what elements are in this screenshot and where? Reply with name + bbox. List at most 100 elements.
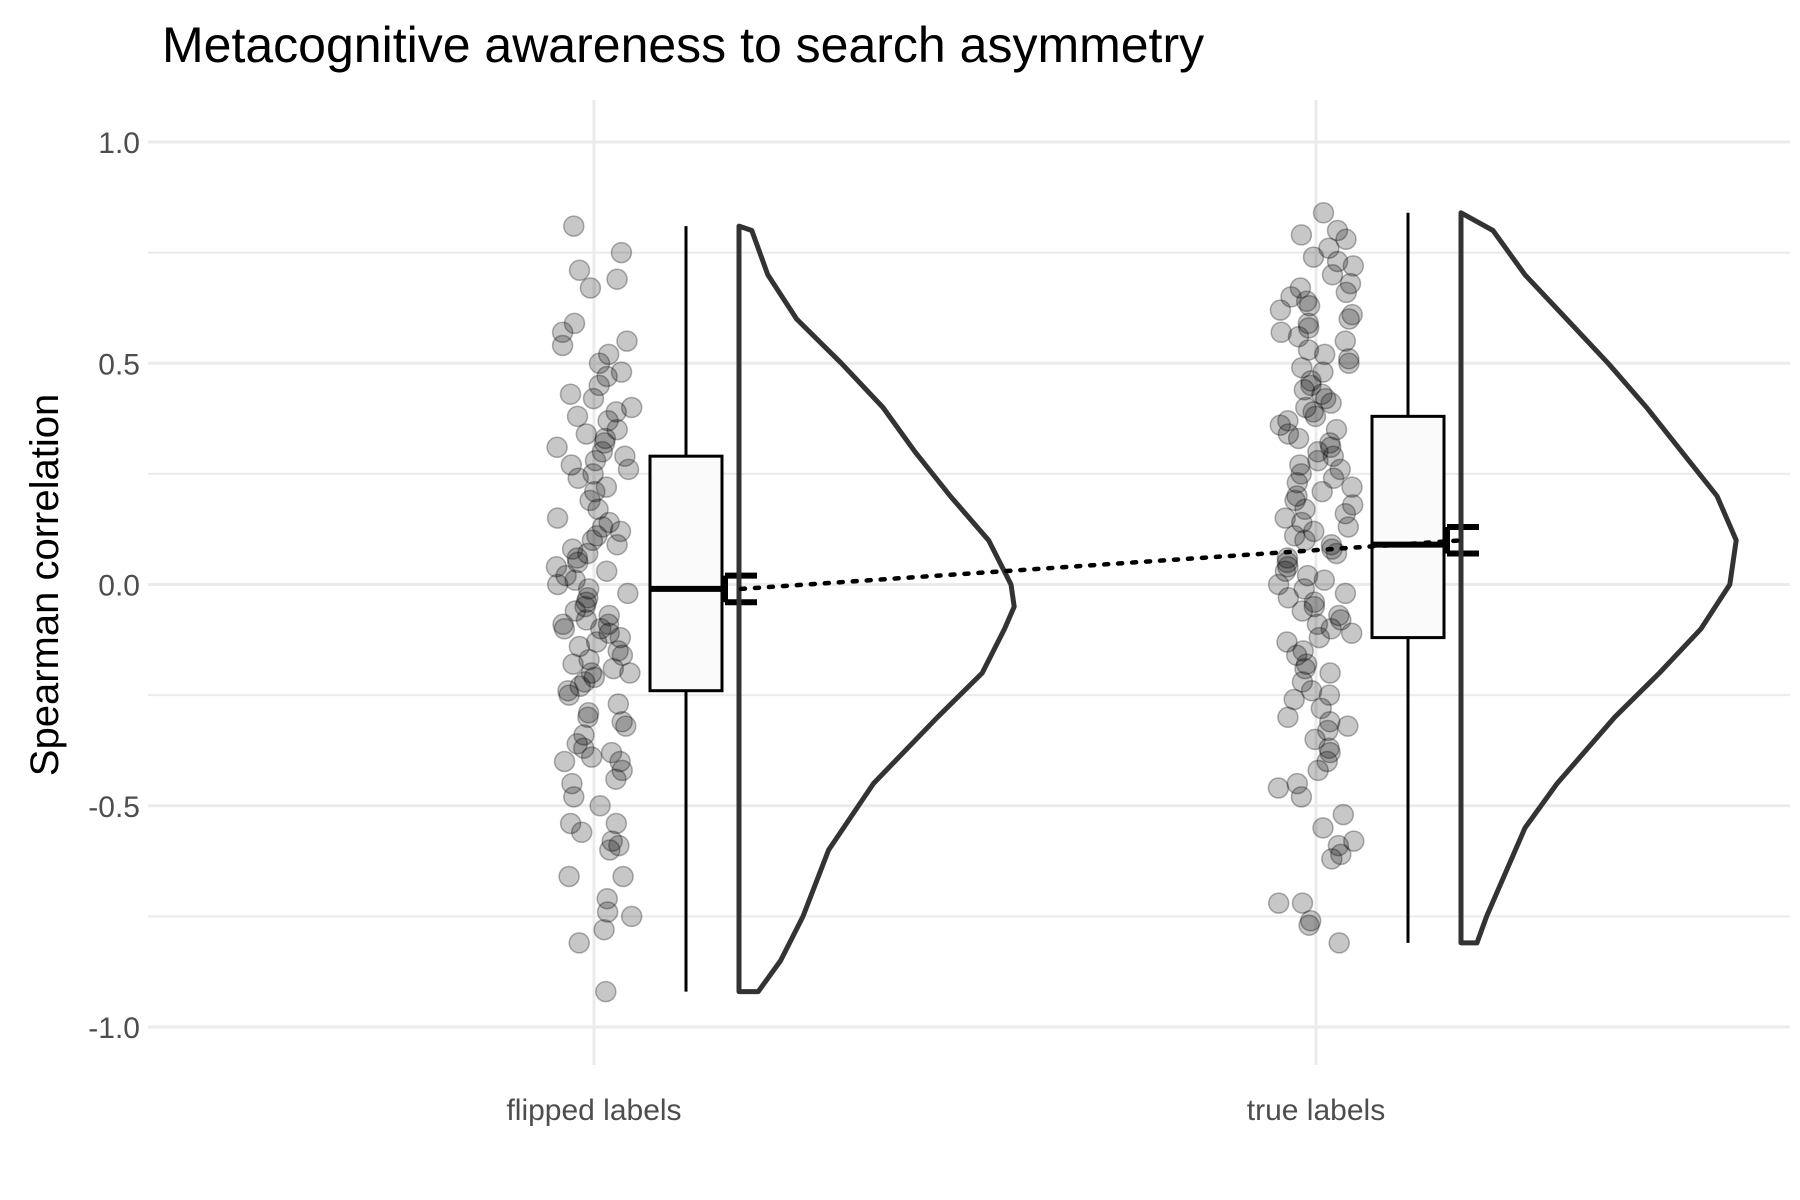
data-point xyxy=(607,640,629,662)
y-tick-label: 0.5 xyxy=(98,348,140,381)
data-point xyxy=(579,489,601,512)
data-point xyxy=(1295,396,1317,419)
x-tick-label: true labels xyxy=(1247,1094,1385,1127)
data-point xyxy=(1298,294,1321,317)
data-point xyxy=(607,693,630,715)
data-point xyxy=(1283,688,1305,711)
data-point xyxy=(574,595,596,618)
data-point xyxy=(568,259,591,282)
data-point xyxy=(591,441,614,463)
data-point xyxy=(1269,299,1292,321)
x-tick-label: flipped labels xyxy=(506,1094,681,1127)
data-point xyxy=(567,467,589,490)
data-point xyxy=(1270,321,1292,344)
data-point xyxy=(1274,560,1297,582)
data-point xyxy=(1267,892,1290,914)
data-point xyxy=(1312,817,1334,839)
data-point xyxy=(1334,582,1357,605)
data-point xyxy=(558,865,580,888)
data-point xyxy=(1318,237,1340,259)
data-point xyxy=(1277,423,1300,445)
data-point xyxy=(599,839,621,861)
data-point xyxy=(1304,405,1327,428)
data-point xyxy=(1290,463,1312,485)
data-point xyxy=(596,365,618,388)
data-point xyxy=(546,507,569,529)
group-true-labels xyxy=(1267,202,1739,954)
data-point xyxy=(1311,480,1333,503)
data-point xyxy=(593,918,615,941)
data-point xyxy=(620,396,643,419)
data-point xyxy=(1326,250,1349,273)
data-point xyxy=(1274,507,1296,529)
data-point xyxy=(1307,441,1329,463)
data-point xyxy=(589,795,611,817)
data-point xyxy=(1289,277,1312,299)
data-point xyxy=(564,569,586,591)
data-point xyxy=(619,662,641,684)
data-point xyxy=(577,587,599,609)
data-point xyxy=(601,830,623,852)
data-point xyxy=(1334,330,1357,352)
data-point xyxy=(1319,662,1341,684)
data-point xyxy=(1321,264,1344,286)
data-point xyxy=(1313,569,1336,591)
data-point xyxy=(584,449,607,472)
data-point xyxy=(605,768,627,790)
data-point xyxy=(1334,502,1357,525)
data-point xyxy=(578,648,600,671)
data-point xyxy=(546,436,568,459)
data-point xyxy=(553,618,576,640)
data-point xyxy=(1267,573,1290,596)
data-point xyxy=(611,710,633,733)
data-point xyxy=(1295,290,1318,313)
data-point xyxy=(596,901,619,923)
data-point xyxy=(1295,653,1318,675)
data-point xyxy=(598,511,620,534)
box-iqr xyxy=(648,454,724,693)
data-point xyxy=(611,759,633,782)
data-point xyxy=(1277,410,1299,432)
data-point xyxy=(569,675,591,698)
data-point xyxy=(1314,387,1337,410)
data-point xyxy=(1276,631,1298,653)
data-point xyxy=(1277,706,1299,729)
data-point xyxy=(577,542,599,565)
half-violin xyxy=(736,223,1017,995)
data-point xyxy=(1297,312,1320,335)
data-point xyxy=(1319,432,1341,454)
y-tick-label: -0.5 xyxy=(88,791,140,824)
data-point xyxy=(1312,202,1335,224)
y-tick-label: 1.0 xyxy=(98,127,140,160)
data-point xyxy=(598,622,620,644)
data-point xyxy=(1330,843,1352,866)
data-point xyxy=(545,556,568,578)
data-point xyxy=(1319,710,1341,733)
data-point xyxy=(563,786,585,808)
data-point xyxy=(577,706,599,729)
data-point xyxy=(584,480,606,503)
data-point xyxy=(595,980,617,1003)
data-point xyxy=(1317,719,1339,742)
data-point xyxy=(588,374,610,397)
data-point xyxy=(1294,498,1316,521)
data-point xyxy=(564,600,587,622)
data-point xyxy=(1308,626,1331,649)
data-point xyxy=(1280,286,1302,308)
data-point xyxy=(1277,556,1299,578)
y-tick-label: -1.0 xyxy=(88,1012,140,1045)
data-point xyxy=(1312,361,1334,383)
data-point xyxy=(579,277,602,299)
data-point xyxy=(573,724,595,746)
data-point xyxy=(1311,383,1333,405)
data-point xyxy=(1287,325,1310,348)
data-point xyxy=(1320,618,1342,640)
data-point xyxy=(577,702,600,724)
data-point xyxy=(567,551,589,574)
data-point xyxy=(1322,445,1345,467)
data-point xyxy=(1341,494,1364,516)
data-point xyxy=(596,887,618,910)
data-point xyxy=(566,405,589,428)
data-point xyxy=(1322,467,1345,490)
